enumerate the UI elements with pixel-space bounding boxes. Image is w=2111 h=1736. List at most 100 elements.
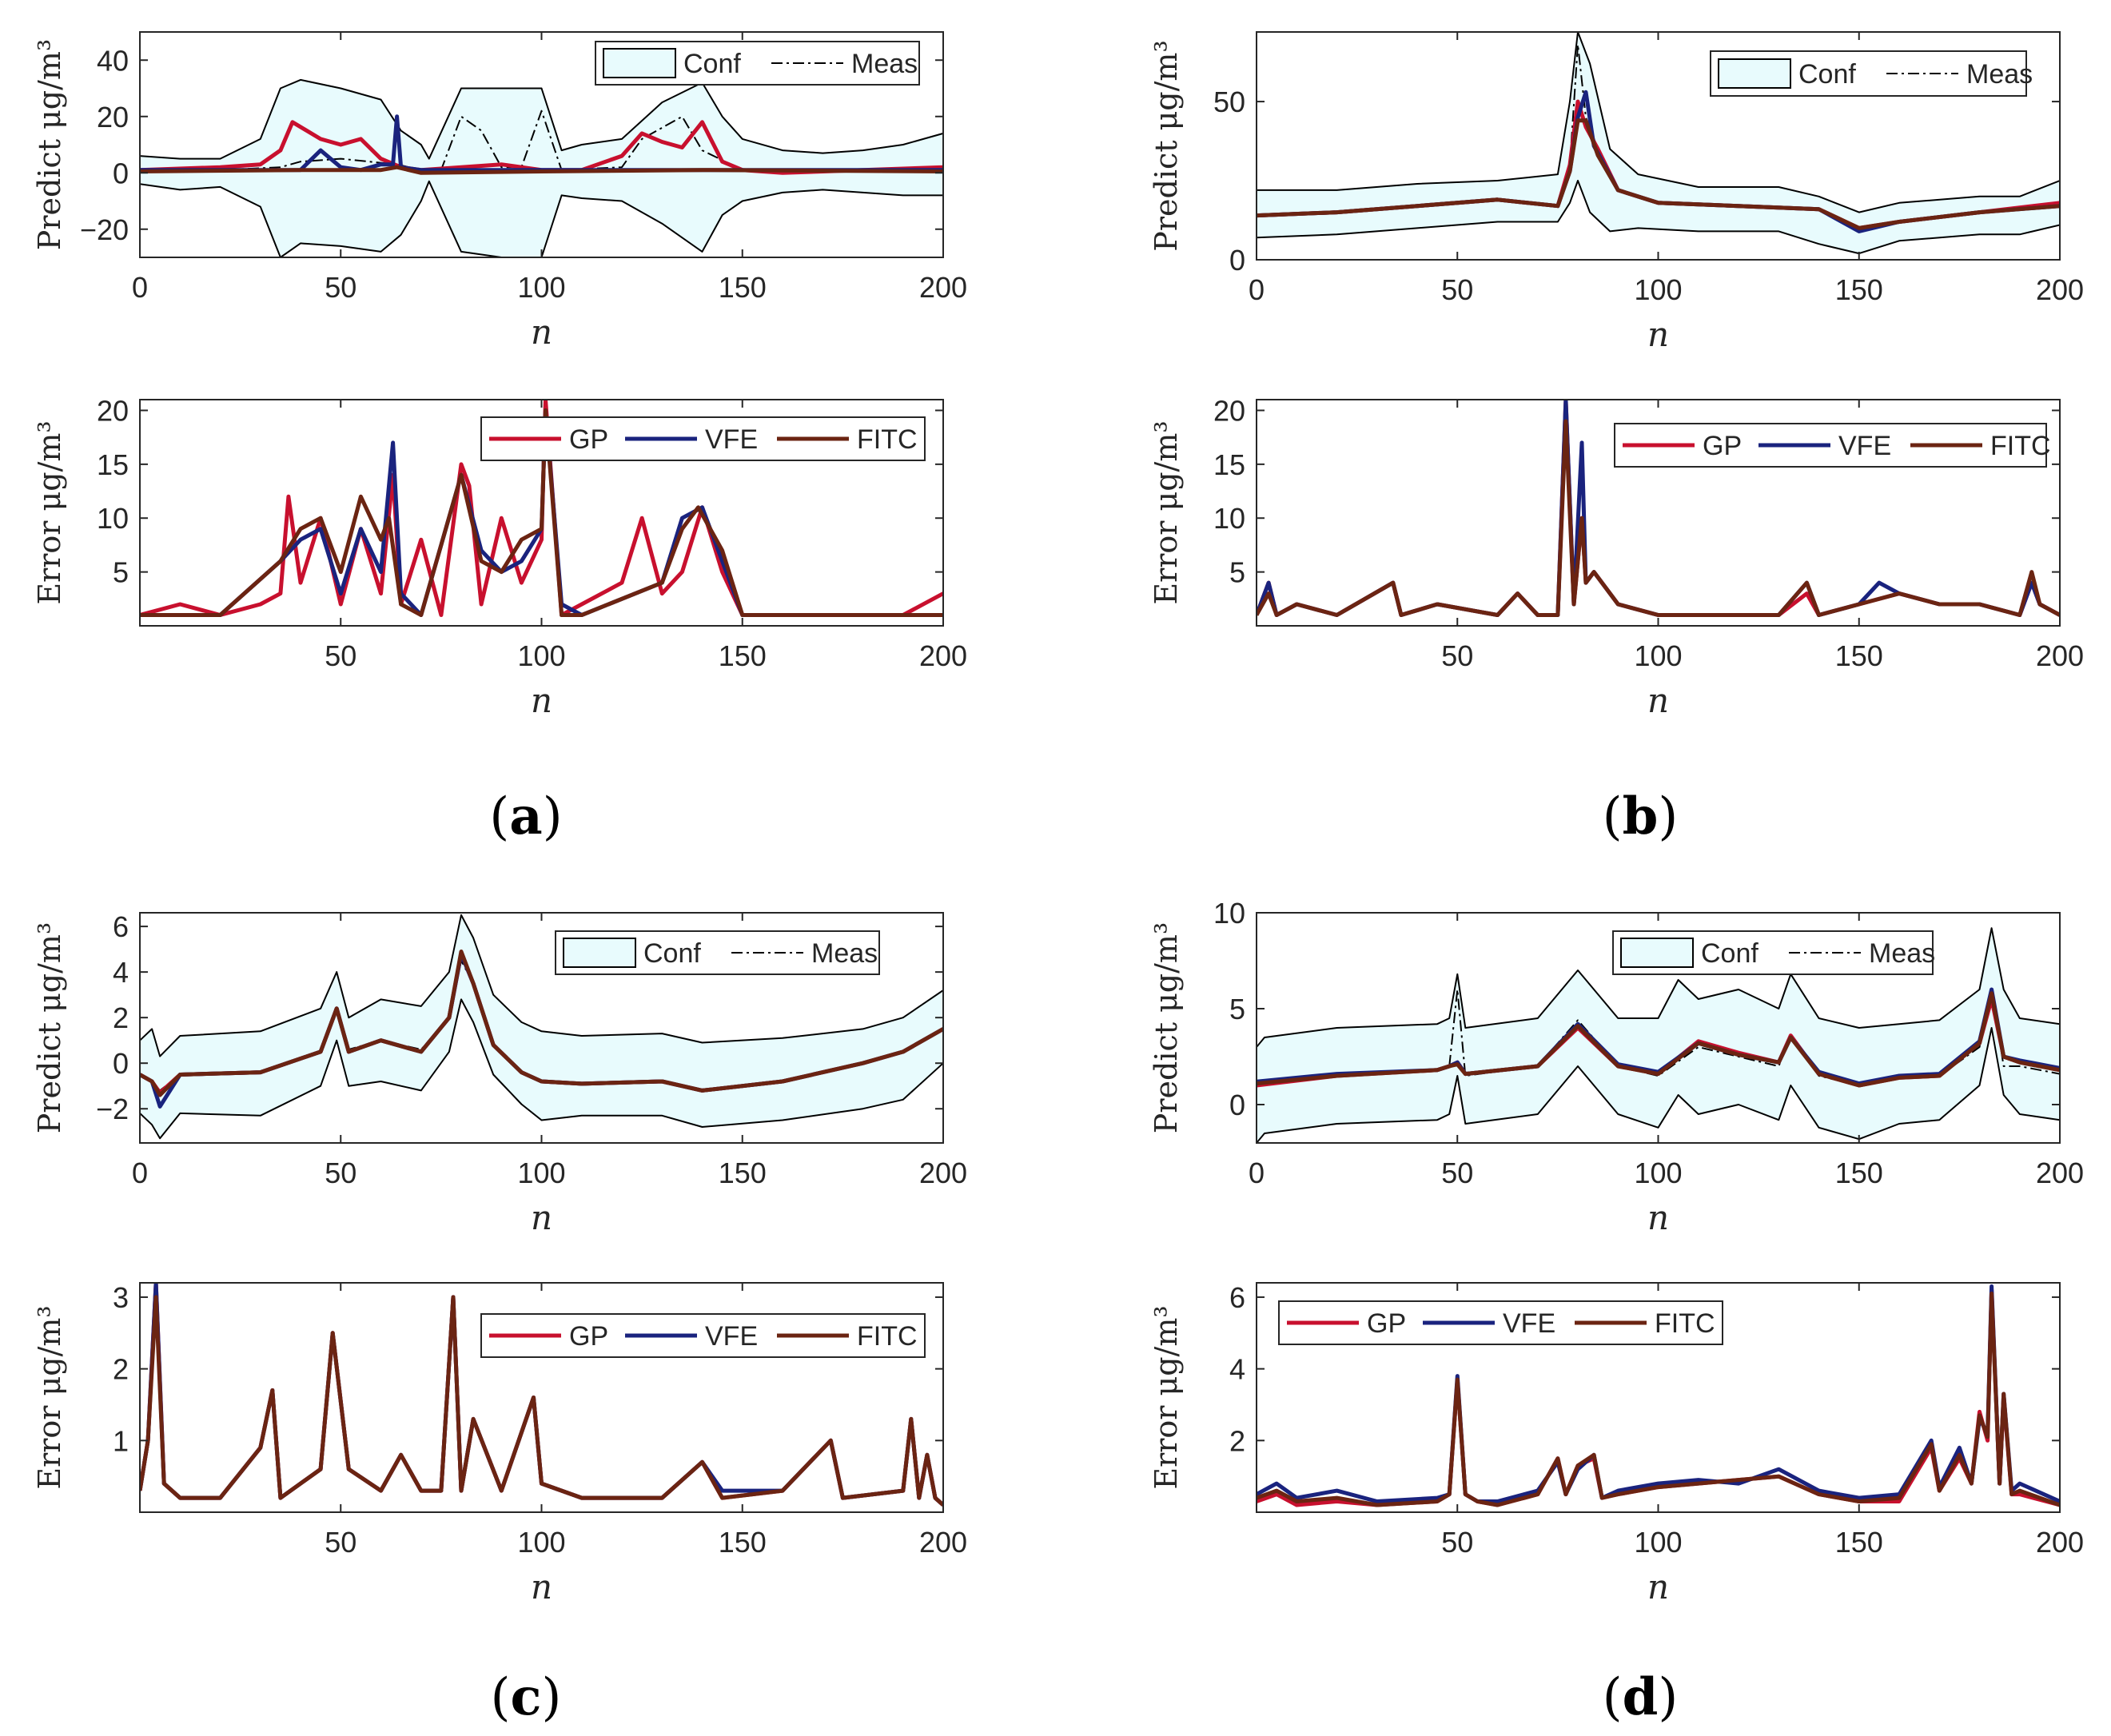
y-axis-label: Predict μg/m³ <box>1149 922 1184 1133</box>
plot-series <box>1257 400 2060 617</box>
legend-label: VFE <box>705 424 758 455</box>
chart-d-predict: 0 50 100 150 200 0 5 10 n Predict μg/m³ Conf Meas <box>1149 897 2084 1237</box>
x-tick-label: 50 <box>325 1157 356 1189</box>
y-axis-label: Predict μg/m³ <box>1149 40 1184 251</box>
legend-label: Meas <box>1869 938 1935 969</box>
panel-label-d: (d) <box>1603 1667 1679 1727</box>
legend-item-gp: GP <box>1623 431 1742 461</box>
y-tick-label: 15 <box>1213 448 1245 481</box>
x-tick-label: 0 <box>1249 273 1265 306</box>
panel-label-b: (b) <box>1603 786 1679 846</box>
y-tick-label: 1 <box>113 1424 129 1457</box>
fitc-line <box>140 950 943 1097</box>
x-tick-label: 100 <box>517 1526 565 1559</box>
x-tick-label: 100 <box>517 1157 565 1189</box>
y-tick-label: 6 <box>113 910 129 943</box>
conf-lower-line <box>1257 1027 2060 1143</box>
y-tick-label: 20 <box>1213 394 1245 427</box>
x-axis-label: n <box>1647 681 1669 720</box>
legend: GP VFE FITC <box>1614 423 2051 468</box>
legend-label: VFE <box>705 1321 758 1352</box>
x-tick-label: 200 <box>2036 639 2084 672</box>
y-axis-label: Error μg/m³ <box>1149 1305 1184 1489</box>
conf-lower-line <box>140 998 943 1140</box>
y-axis-label: Error μg/m³ <box>1149 420 1184 604</box>
legend-label: GP <box>1703 431 1742 461</box>
y-tick-label: 6 <box>1229 1281 1245 1314</box>
legend-swatch-conf <box>603 48 676 78</box>
x-tick-label: 100 <box>1634 1157 1682 1189</box>
x-tick-label: 100 <box>1634 273 1682 306</box>
fitc-line <box>140 165 943 175</box>
x-tick-label: 0 <box>132 271 148 304</box>
x-tick-label: 150 <box>1835 1526 1883 1559</box>
y-tick-label: 4 <box>1229 1353 1245 1386</box>
legend-item-conf: Conf <box>603 48 741 79</box>
x-axis-label: n <box>1647 315 1669 354</box>
x-axis-label: n <box>1647 1567 1669 1607</box>
x-tick-label: 100 <box>1634 1526 1682 1559</box>
x-tick-label: 150 <box>719 1526 767 1559</box>
confidence-band <box>1257 32 2060 254</box>
legend-item-vfe: VFE <box>1759 431 1891 461</box>
y-tick-label: 50 <box>1213 86 1245 118</box>
y-tick-label: −2 <box>96 1093 129 1125</box>
x-tick-label: 200 <box>919 1157 967 1189</box>
fitc-line <box>1257 1292 2060 1507</box>
x-tick-label: 100 <box>517 271 565 304</box>
legend-item-meas: Meas <box>1886 59 2033 90</box>
legend-swatch-conf <box>1620 938 1694 968</box>
conf-lower-line <box>1257 180 2060 255</box>
legend-label: Conf <box>1798 59 1856 90</box>
y-tick-label: 5 <box>1229 993 1245 1025</box>
fitc-line <box>1257 991 2060 1088</box>
conf-upper-line <box>140 78 943 160</box>
y-tick-label: 0 <box>1229 1089 1245 1121</box>
legend-item-gp: GP <box>1287 1308 1406 1339</box>
y-tick-label: −20 <box>80 213 129 246</box>
legend-swatch-conf <box>563 938 636 968</box>
x-tick-label: 50 <box>1441 273 1473 306</box>
plot-series <box>140 400 943 617</box>
x-tick-label: 150 <box>719 639 767 672</box>
chart-b-error: 50 100 150 200 5 10 15 20 n Error μg/m³ GP VFE FITC <box>1149 394 2084 720</box>
x-axis-label: n <box>531 1567 552 1607</box>
legend-item-vfe: VFE <box>1423 1308 1555 1339</box>
vfe-line <box>140 114 943 173</box>
y-tick-label: 3 <box>113 1281 129 1314</box>
y-tick-label: 0 <box>1229 244 1245 277</box>
conf-lower-line <box>140 180 943 257</box>
legend-label: FITC <box>857 424 918 455</box>
gp-line <box>140 400 943 617</box>
x-tick-label: 0 <box>132 1157 148 1189</box>
x-tick-label: 50 <box>1441 1157 1473 1189</box>
legend-label: VFE <box>1838 431 1891 461</box>
legend-item-fitc: FITC <box>1575 1308 1715 1339</box>
x-tick-label: 150 <box>719 1157 767 1189</box>
chart-b-predict: 0 50 100 150 200 0 50 n Predict μg/m³ Conf Meas <box>1149 31 2084 354</box>
chart-a-error: 50 100 150 200 5 10 15 20 n Error μg/m³ GP VFE FITC <box>32 394 967 720</box>
legend-label: Meas <box>811 938 878 969</box>
vfe-line <box>140 408 943 617</box>
x-tick-label: 200 <box>2036 273 2084 306</box>
y-tick-label: 20 <box>97 101 129 133</box>
legend: Conf Meas <box>1612 930 1935 975</box>
fitc-line <box>1257 419 2060 617</box>
legend-label: Meas <box>851 49 918 79</box>
fitc-line <box>1257 118 2060 230</box>
y-tick-label: 20 <box>97 394 129 427</box>
panel-label-a: (a) <box>489 786 562 846</box>
legend-label: Conf <box>1701 938 1759 969</box>
legend-swatch-conf <box>1718 58 1791 89</box>
legend: Conf Meas <box>595 41 920 86</box>
legend-label: FITC <box>1990 431 2051 461</box>
y-tick-label: 2 <box>113 1001 129 1034</box>
y-tick-label: 40 <box>97 44 129 77</box>
legend: GP VFE FITC <box>480 416 926 461</box>
legend-item-fitc: FITC <box>777 424 918 455</box>
legend-label: VFE <box>1503 1308 1555 1339</box>
x-tick-label: 0 <box>1249 1157 1265 1189</box>
y-axis-label: Predict μg/m³ <box>32 39 67 250</box>
